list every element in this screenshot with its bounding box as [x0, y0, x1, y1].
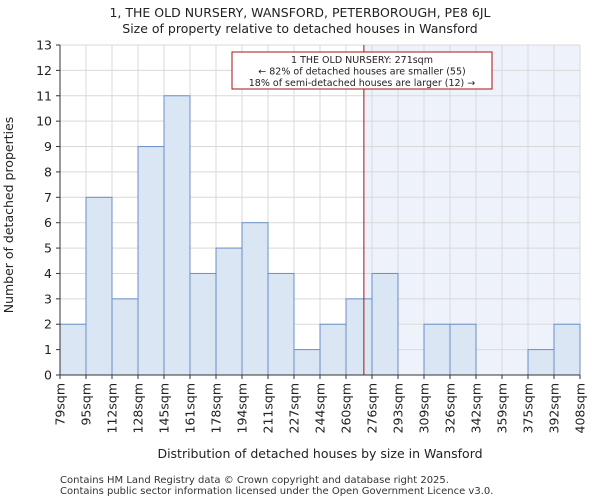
footer-line2: Contains public sector information licen… — [60, 486, 493, 497]
x-tick-label-293sqm: 293sqm — [391, 383, 406, 433]
x-axis-label: Distribution of detached houses by size … — [157, 446, 482, 461]
y-tick-label-9: 9 — [44, 139, 52, 154]
bar-244sqm — [319, 323, 347, 376]
footer-line1: Contains HM Land Registry data © Crown c… — [60, 475, 449, 486]
x-tick-label-408sqm: 408sqm — [573, 383, 588, 433]
annotation-line-3: 18% of semi-detached houses are larger (… — [249, 78, 476, 89]
annotation-line-2: ← 82% of detached houses are smaller (55… — [258, 67, 465, 78]
bar-79sqm — [59, 323, 87, 376]
bar-211sqm — [267, 272, 295, 376]
bar-128sqm — [137, 146, 165, 376]
y-tick-label-2: 2 — [44, 317, 52, 332]
bar-260sqm — [345, 298, 373, 376]
x-tick-label-145sqm: 145sqm — [157, 383, 172, 433]
y-tick-label-0: 0 — [44, 368, 52, 383]
bar-194sqm — [241, 222, 269, 376]
x-tick-label-359sqm: 359sqm — [495, 383, 510, 433]
bar-145sqm — [163, 95, 191, 376]
x-tick-label-244sqm: 244sqm — [313, 383, 328, 433]
x-tick-label-79sqm: 79sqm — [53, 383, 68, 426]
x-tick-label-276sqm: 276sqm — [365, 383, 380, 433]
y-tick-label-10: 10 — [36, 114, 52, 129]
x-tick-label-392sqm: 392sqm — [547, 383, 562, 433]
y-tick-label-7: 7 — [44, 190, 52, 205]
x-tick-label-178sqm: 178sqm — [209, 383, 224, 433]
y-tick-label-8: 8 — [44, 164, 52, 179]
annotation-box — [231, 51, 493, 90]
chart-title-line2: Size of property relative to detached ho… — [122, 21, 477, 36]
bar-392sqm — [553, 323, 581, 376]
x-tick-label-161sqm: 161sqm — [183, 383, 198, 433]
y-tick-label-11: 11 — [36, 88, 52, 103]
x-tick-label-375sqm: 375sqm — [521, 383, 536, 433]
y-tick-label-12: 12 — [36, 63, 52, 78]
bar-276sqm — [371, 272, 399, 376]
x-tick-label-112sqm: 112sqm — [105, 383, 120, 433]
annotation-line-1: 1 THE OLD NURSERY: 271sqm — [291, 55, 433, 66]
y-tick-label-3: 3 — [44, 291, 52, 306]
highlight-region — [363, 45, 580, 375]
bar-161sqm — [189, 272, 217, 376]
y-tick-label-13: 13 — [36, 38, 52, 53]
x-tick-label-309sqm: 309sqm — [417, 383, 432, 433]
x-tick-label-128sqm: 128sqm — [131, 383, 146, 433]
bar-178sqm — [215, 247, 243, 376]
x-tick-label-227sqm: 227sqm — [287, 383, 302, 433]
y-tick-label-1: 1 — [44, 342, 52, 357]
x-tick-label-211sqm: 211sqm — [261, 383, 276, 433]
bar-309sqm — [423, 323, 451, 376]
chart-title-line1: 1, THE OLD NURSERY, WANSFORD, PETERBOROU… — [109, 5, 490, 20]
bar-375sqm — [527, 349, 555, 376]
bar-326sqm — [449, 323, 477, 376]
y-tick-label-6: 6 — [44, 215, 52, 230]
bar-95sqm — [85, 196, 113, 376]
y-tick-label-5: 5 — [44, 241, 52, 256]
bar-227sqm — [293, 349, 321, 376]
y-tick-label-4: 4 — [44, 266, 52, 281]
y-axis-label: Number of detached properties — [1, 117, 16, 314]
bar-112sqm — [111, 298, 139, 376]
x-tick-label-326sqm: 326sqm — [443, 383, 458, 433]
x-tick-label-260sqm: 260sqm — [339, 383, 354, 433]
x-tick-label-342sqm: 342sqm — [469, 383, 484, 433]
x-tick-label-194sqm: 194sqm — [235, 383, 250, 433]
x-tick-label-95sqm: 95sqm — [79, 383, 94, 426]
